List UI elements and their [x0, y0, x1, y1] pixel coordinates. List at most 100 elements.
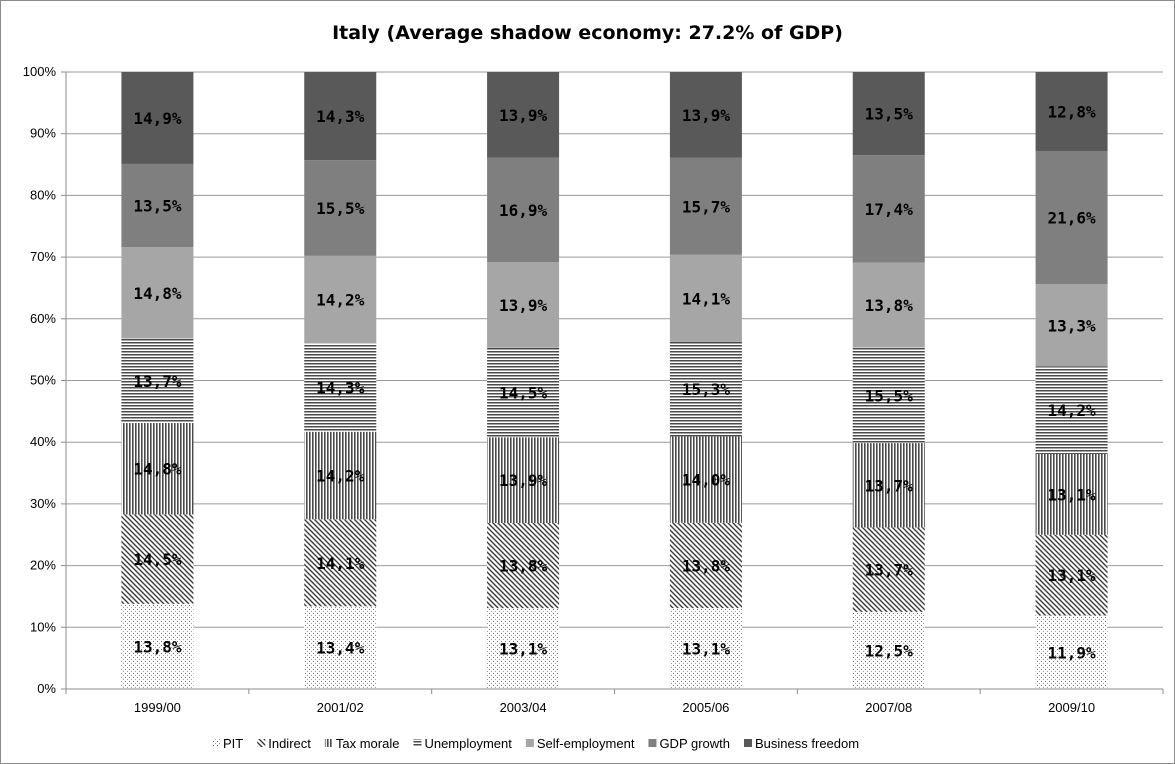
data-label: 13,5% [865, 105, 914, 124]
bar-segment [487, 608, 560, 689]
legend-swatch [648, 739, 657, 747]
bar-segment [1035, 534, 1108, 616]
data-label: 13,9% [499, 471, 548, 490]
legend-label: PIT [223, 736, 243, 751]
bar-segment [852, 527, 925, 612]
data-label: 17,4% [865, 200, 914, 219]
y-tick-label: 40% [30, 434, 56, 449]
legend-swatch [257, 739, 266, 747]
bar-segment [121, 603, 194, 689]
data-label: 14,5% [499, 384, 548, 403]
bar-segment [852, 72, 925, 156]
chart-title: Italy (Average shadow economy: 27.2% of … [332, 22, 843, 44]
bar-segment [1035, 453, 1108, 535]
bar-segment [487, 437, 560, 524]
bar-segment [304, 255, 377, 344]
bar-segment [304, 343, 377, 432]
data-label: 14,1% [316, 554, 365, 573]
bars [121, 72, 1108, 689]
legend-swatch [324, 739, 333, 747]
data-label: 13,1% [499, 640, 548, 659]
legend: PIT Indirect Tax morale Unemployment Self-em… [212, 736, 859, 751]
bar-segment [852, 347, 925, 444]
segment-labels: 13,8% 14,5% 14,8% 13,7% 14,8% 13,5% 14,9% 13,4%… [133, 102, 1096, 662]
data-label: 14,3% [316, 379, 365, 398]
data-label: 14,9% [133, 109, 182, 128]
y-tick-label: 70% [30, 249, 56, 264]
bar-segment [121, 423, 194, 515]
data-label: 11,9% [1047, 643, 1096, 662]
data-label: 13,7% [133, 372, 182, 391]
y-tick-label: 10% [30, 619, 56, 634]
data-label: 15,5% [865, 386, 914, 405]
x-tick-label: 2003/04 [500, 700, 547, 715]
data-label: 13,9% [682, 106, 731, 125]
bar-segment [304, 606, 377, 689]
data-label: 15,3% [682, 380, 731, 399]
legend-swatch [744, 739, 753, 747]
bar-segment [304, 160, 377, 256]
bar-segment [669, 157, 742, 255]
data-label: 13,9% [499, 106, 548, 125]
bar-segment [121, 338, 194, 424]
data-label: 13,1% [682, 640, 731, 659]
legend-swatch [525, 739, 534, 747]
gridlines [66, 71, 1163, 628]
bar-segment [669, 254, 742, 342]
legend-label: Self-employment [537, 736, 635, 751]
bar-segment [121, 72, 194, 164]
bar-segment [1035, 284, 1108, 367]
data-label: 14,2% [316, 291, 365, 310]
bar-segment [487, 523, 560, 609]
bar-segment [1035, 615, 1108, 689]
legend-label: Tax morale [336, 736, 400, 751]
legend-swatch [212, 739, 220, 747]
data-label: 16,9% [499, 201, 548, 220]
data-label: 13,7% [865, 561, 914, 580]
x-tick-label: 2009/10 [1048, 700, 1095, 715]
legend-swatch [413, 739, 422, 747]
data-label: 13,8% [865, 296, 914, 315]
bar-segment [669, 341, 742, 437]
y-tick-label: 80% [30, 187, 56, 202]
data-label: 14,1% [682, 289, 731, 308]
bar-segment [669, 522, 742, 609]
bar-segment [1035, 72, 1108, 151]
bar-segment [1035, 150, 1108, 285]
legend-label: Unemployment [424, 736, 512, 751]
x-tick-label: 1999/00 [134, 700, 181, 715]
data-label: 14,8% [133, 284, 182, 303]
bar-segment [121, 163, 194, 248]
data-label: 14,3% [316, 107, 365, 126]
bar-segment [304, 431, 377, 520]
bar-segment [669, 608, 742, 689]
bar-segment [852, 611, 925, 689]
data-label: 13,7% [865, 476, 914, 495]
data-label: 13,1% [1047, 485, 1096, 504]
y-tick-label: 90% [30, 126, 56, 141]
bar-segment [1035, 366, 1108, 454]
bar-segment [487, 157, 560, 263]
bar-segment [852, 155, 925, 263]
bar-segment [852, 443, 925, 528]
bar-segment [669, 72, 742, 158]
bar-segment [487, 262, 560, 348]
data-label: 14,2% [1047, 401, 1096, 420]
data-label: 15,5% [316, 199, 365, 218]
bar-segment [121, 247, 194, 339]
data-label: 13,3% [1047, 316, 1096, 335]
y-tick-label: 60% [30, 311, 56, 326]
bar-segment [852, 262, 925, 348]
y-tick-label: 30% [30, 496, 56, 511]
data-label: 13,5% [133, 197, 182, 216]
data-label: 13,9% [499, 296, 548, 315]
data-label: 14,8% [133, 460, 182, 479]
y-axis-ticks: 0% 10% 20% 30% 40% 50% 60% 70% 80% 90% 100% [23, 64, 66, 696]
y-tick-label: 50% [30, 373, 56, 388]
data-label: 14,2% [316, 467, 365, 486]
data-label: 15,7% [682, 197, 731, 216]
bar-segment [304, 519, 377, 607]
legend-label: GDP growth [659, 736, 730, 751]
